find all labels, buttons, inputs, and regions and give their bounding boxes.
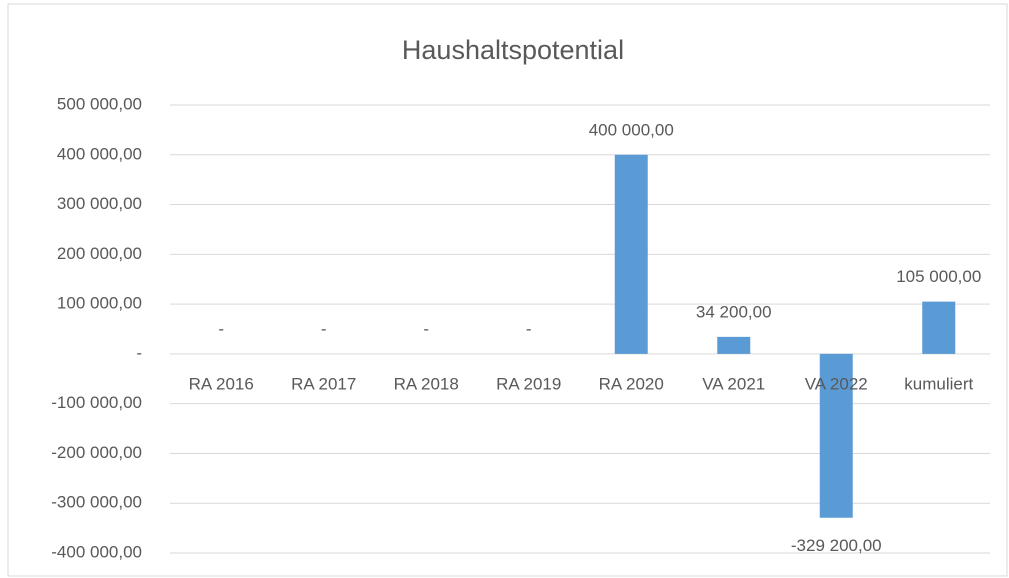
- y-tick-label: 200 000,00: [57, 244, 142, 263]
- data-label: -329 200,00: [791, 536, 882, 555]
- x-tick-label: RA 2020: [599, 374, 664, 393]
- x-tick-label: RA 2016: [189, 374, 254, 393]
- bar: [819, 353, 853, 518]
- bar: [922, 301, 956, 354]
- data-label: -: [423, 319, 429, 338]
- data-label: -: [321, 319, 327, 338]
- x-tick-label: VA 2021: [702, 374, 765, 393]
- y-tick-label: 300 000,00: [57, 194, 142, 213]
- y-tick-label: 100 000,00: [57, 294, 142, 313]
- x-tick-label: RA 2017: [291, 374, 356, 393]
- data-label: -: [218, 319, 224, 338]
- chart-title: Haushaltspotential: [402, 35, 624, 65]
- x-tick-label: kumuliert: [904, 374, 973, 393]
- chart-border: [7, 3, 1008, 577]
- data-label: 34 200,00: [696, 302, 772, 321]
- data-label: 400 000,00: [589, 120, 674, 139]
- y-tick-label: -200 000,00: [51, 443, 142, 462]
- x-tick-label: RA 2018: [394, 374, 459, 393]
- x-tick-label: VA 2022: [805, 374, 868, 393]
- data-label: 105 000,00: [896, 267, 981, 286]
- y-tick-label: -400 000,00: [51, 542, 142, 561]
- y-tick-label: -300 000,00: [51, 493, 142, 512]
- bar: [717, 336, 751, 354]
- data-label: -: [526, 319, 532, 338]
- bar: [614, 154, 648, 354]
- x-tick-label: RA 2019: [496, 374, 561, 393]
- y-tick-label: -100 000,00: [51, 393, 142, 412]
- y-tick-label: -: [136, 343, 142, 362]
- y-tick-label: 500 000,00: [57, 94, 142, 113]
- y-tick-label: 400 000,00: [57, 144, 142, 163]
